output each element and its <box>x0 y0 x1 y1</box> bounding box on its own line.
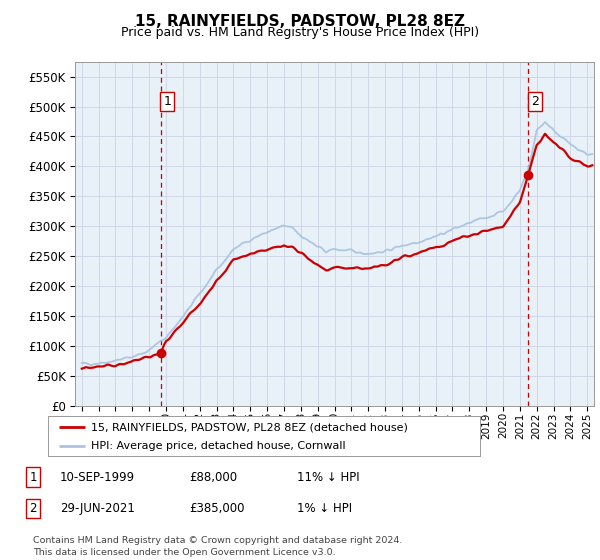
Text: Price paid vs. HM Land Registry's House Price Index (HPI): Price paid vs. HM Land Registry's House … <box>121 26 479 39</box>
Text: £88,000: £88,000 <box>189 470 237 484</box>
Text: 29-JUN-2021: 29-JUN-2021 <box>60 502 135 515</box>
Text: 15, RAINYFIELDS, PADSTOW, PL28 8EZ (detached house): 15, RAINYFIELDS, PADSTOW, PL28 8EZ (deta… <box>91 422 408 432</box>
Text: 1: 1 <box>29 470 37 484</box>
Text: 1% ↓ HPI: 1% ↓ HPI <box>297 502 352 515</box>
Text: HPI: Average price, detached house, Cornwall: HPI: Average price, detached house, Corn… <box>91 441 346 451</box>
Text: 10-SEP-1999: 10-SEP-1999 <box>60 470 135 484</box>
Text: 2: 2 <box>29 502 37 515</box>
Text: 15, RAINYFIELDS, PADSTOW, PL28 8EZ: 15, RAINYFIELDS, PADSTOW, PL28 8EZ <box>135 14 465 29</box>
Text: 1: 1 <box>163 95 171 108</box>
Text: 2: 2 <box>530 95 539 108</box>
Text: £385,000: £385,000 <box>189 502 245 515</box>
Text: 11% ↓ HPI: 11% ↓ HPI <box>297 470 359 484</box>
Text: Contains HM Land Registry data © Crown copyright and database right 2024.
This d: Contains HM Land Registry data © Crown c… <box>33 536 403 557</box>
